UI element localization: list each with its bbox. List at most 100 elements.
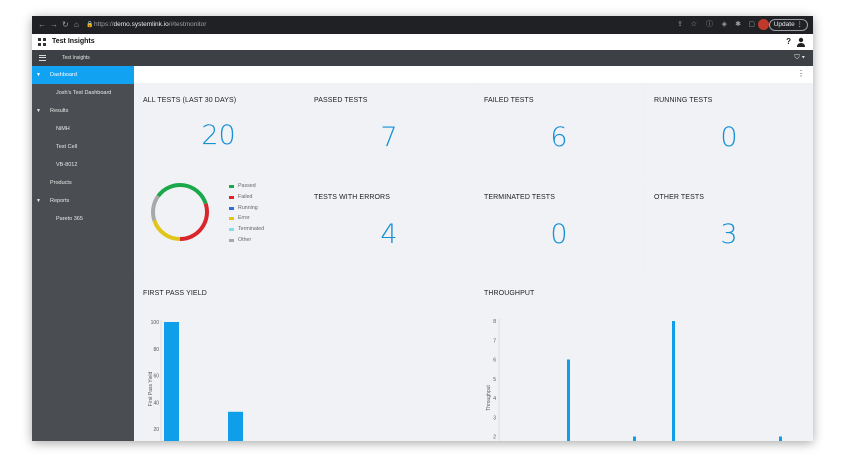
toolbar-label: Test Insights [62, 55, 90, 61]
donut-slice-other[interactable] [151, 194, 160, 221]
more-options-icon[interactable]: ⋮ [797, 69, 805, 78]
home-icon[interactable]: ⌂ [74, 20, 79, 29]
update-button[interactable]: Update ⋮ [768, 19, 808, 31]
y-tick-label: 4 [493, 396, 496, 402]
y-tick-label: 6 [493, 358, 496, 364]
bookmark-star-icon[interactable]: ☆ [690, 21, 697, 28]
legend-item-error: Error [229, 213, 264, 224]
legend-swatch [229, 238, 234, 242]
back-icon[interactable]: ← [38, 20, 46, 29]
sidebar: ▼ Dashboard Josh's Test Dashboard ▼ Resu… [32, 66, 134, 441]
address-bar[interactable]: https://demo.systemlink.io/#testmonitor [94, 20, 206, 30]
app-header: Test Insights ? [32, 34, 813, 50]
legend-item-terminated: Terminated [229, 224, 264, 235]
sidebar-item-label: Products [50, 180, 72, 186]
card-title: PASSED TESTS [314, 97, 368, 104]
card-value: 4 [380, 219, 398, 250]
app-grid-icon[interactable] [38, 38, 46, 46]
sidepanel-icon[interactable]: ▢ [748, 21, 755, 28]
chart-title: FIRST PASS YIELD [143, 290, 207, 297]
sidebar-item-label: Dashboard [50, 72, 77, 78]
share-icon[interactable]: ⇪ [677, 21, 683, 28]
running-tests-card[interactable]: RUNNING TESTS 0 [645, 85, 813, 180]
donut-slice-error[interactable] [152, 219, 181, 241]
y-tick-label: 60 [153, 374, 159, 380]
card-title: TESTS WITH ERRORS [314, 194, 390, 201]
bar[interactable] [228, 411, 243, 441]
failed-tests-card[interactable]: FAILED TESTS 6 [475, 85, 643, 180]
y-tick-label: 7 [493, 338, 496, 344]
card-value: 6 [550, 122, 568, 153]
url-path: /#testmonitor [168, 21, 207, 28]
chart-title: THROUGHPUT [484, 290, 535, 297]
sidebar-item-results[interactable]: ▼ Results [32, 102, 134, 120]
sidebar-item-pareto-365[interactable]: Pareto 365 [32, 210, 134, 228]
legend-label: Failed [238, 193, 253, 200]
sidebar-item-label: Results [50, 108, 69, 114]
card-title: OTHER TESTS [654, 194, 704, 201]
reload-icon[interactable]: ↻ [62, 20, 69, 29]
bar[interactable] [779, 436, 782, 442]
puzzle-icon[interactable]: ✱ [735, 21, 741, 28]
bar[interactable] [633, 436, 636, 442]
legend-swatch [229, 217, 234, 221]
sidebar-item-dashboard[interactable]: ▼ Dashboard [32, 66, 134, 84]
chevron-down-icon: ▼ [36, 72, 41, 78]
sidebar-item-label: Reports [50, 198, 70, 204]
sidebar-item-products[interactable]: Products [32, 174, 134, 192]
donut-slice-failed[interactable] [179, 203, 209, 241]
bar[interactable] [164, 322, 179, 441]
extension-icon[interactable]: ◈ [721, 21, 727, 28]
profile-avatar[interactable] [758, 19, 769, 30]
sidebar-item-label: NiMH [56, 126, 70, 132]
app-title: Test Insights [52, 38, 95, 45]
legend-swatch [229, 206, 234, 210]
sidebar-item-nimh[interactable]: NiMH [32, 120, 134, 138]
sidebar-item-vb-8012[interactable]: VB-8012 [32, 156, 134, 174]
help-icon[interactable]: ? [786, 37, 791, 46]
legend-label: Error [238, 215, 250, 222]
update-label: Update [773, 21, 795, 28]
sidebar-item-label: VB-8012 [56, 162, 78, 168]
dashboard-header: ⋮ [134, 66, 813, 83]
browser-toolbar: ← → ↻ ⌂ 🔒 https://demo.systemlink.io/#te… [32, 16, 813, 34]
sidebar-item-test-cell[interactable]: Test Cell [32, 138, 134, 156]
card-title: RUNNING TESTS [654, 97, 713, 104]
dashboard-main: ⋮ ALL TESTS (LAST 30 DAYS) 2 0 Passed Fai… [134, 66, 813, 441]
legend-swatch [229, 185, 234, 188]
y-tick-label: 3 [493, 415, 496, 421]
card-title: FAILED TESTS [484, 97, 534, 104]
lock-icon: 🔒 [86, 22, 94, 28]
y-tick-label: 2 [493, 435, 496, 441]
legend-label: Passed [238, 183, 256, 189]
y-tick-label: 80 [153, 347, 159, 353]
other-tests-card[interactable]: OTHER TESTS 3 [645, 182, 813, 276]
y-tick-label: 5 [493, 377, 496, 383]
browser-window: ← → ↻ ⌂ 🔒 https://demo.systemlink.io/#te… [32, 16, 813, 441]
chevron-down-icon: ▼ [36, 108, 41, 114]
test-status-donut-chart [151, 183, 209, 241]
bar[interactable] [567, 359, 570, 442]
card-value: 0 [720, 122, 738, 153]
card-title: ALL TESTS (LAST 30 DAYS) [143, 97, 237, 104]
throughput-card: THROUGHPUT 876543210Throughput [475, 278, 813, 441]
filter-dropdown-icon[interactable]: ⛉ ▾ [794, 54, 805, 61]
sidebar-item-label: Test Cell [56, 144, 78, 150]
info-icon[interactable]: ⓘ [706, 21, 713, 28]
sidebar-item-reports[interactable]: ▼ Reports [32, 192, 134, 210]
user-icon[interactable] [796, 37, 806, 47]
tests-with-errors-card[interactable]: TESTS WITH ERRORS 4 [305, 182, 473, 276]
legend-item-running: Running [229, 203, 264, 214]
first-pass-yield-card: FIRST PASS YIELD 100806040200First Pass … [134, 278, 473, 441]
passed-tests-card[interactable]: PASSED TESTS 7 [305, 85, 473, 180]
terminated-tests-card[interactable]: TERMINATED TESTS 0 [475, 182, 643, 276]
y-tick-label: 100 [151, 320, 160, 326]
forward-icon[interactable]: → [50, 20, 58, 29]
menu-icon[interactable] [39, 55, 46, 61]
legend-label: Running [238, 204, 258, 211]
card-value: 3 [720, 219, 738, 250]
bar[interactable] [672, 321, 675, 441]
donut-slice-passed[interactable] [156, 183, 208, 205]
sidebar-item-joshs-test-dashboard[interactable]: Josh's Test Dashboard [32, 84, 134, 102]
legend-item-other: Other [229, 235, 264, 246]
